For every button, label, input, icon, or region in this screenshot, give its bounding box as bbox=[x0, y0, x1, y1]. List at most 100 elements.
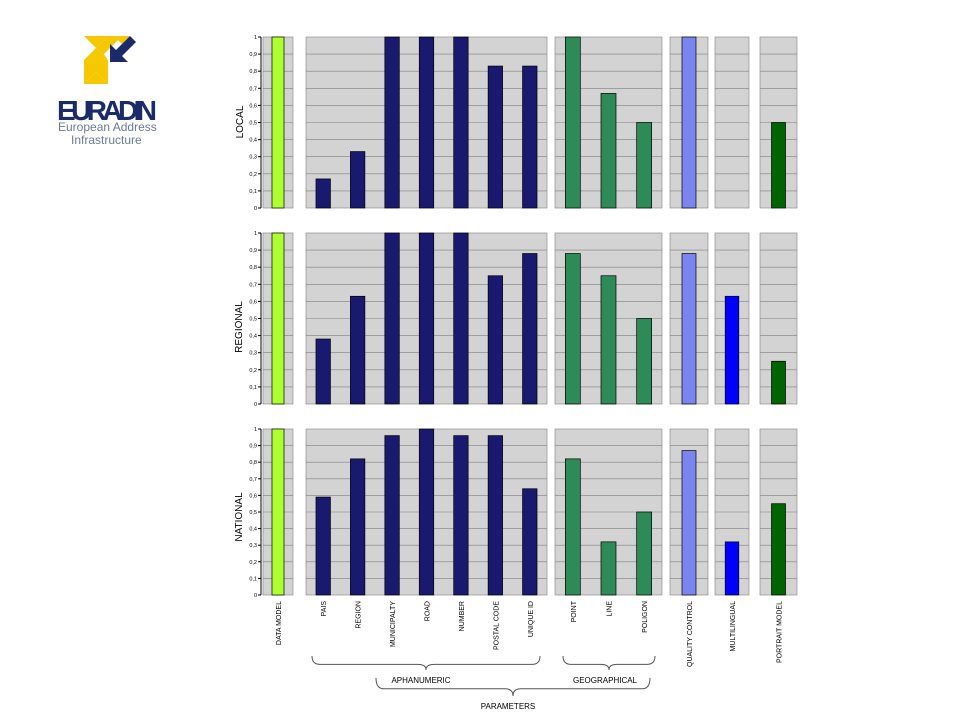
bar bbox=[724, 295, 740, 405]
bar bbox=[487, 435, 503, 596]
category-label: NUMBER bbox=[459, 601, 466, 631]
y-tick-label: 0,9 bbox=[249, 52, 257, 58]
bar bbox=[315, 178, 331, 209]
bar bbox=[522, 253, 538, 405]
row-label-regional: REGIONAL bbox=[234, 301, 245, 353]
bar bbox=[350, 295, 366, 405]
y-tick-label: 0,1 bbox=[249, 385, 257, 391]
row-label-local: LOCAL bbox=[235, 105, 246, 138]
bar bbox=[600, 93, 617, 209]
y-tick-label: 0,8 bbox=[249, 69, 257, 75]
y-tick-label: 0,7 bbox=[249, 86, 257, 92]
y-tick-label: 0,7 bbox=[249, 477, 257, 483]
bar bbox=[271, 232, 285, 405]
y-tick-label: 0,2 bbox=[249, 172, 257, 178]
logo-tagline-2: Infrastructure bbox=[71, 133, 142, 147]
y-tick-label: 0,1 bbox=[249, 189, 257, 195]
category-label: LINE bbox=[607, 601, 614, 617]
brace-label-aphanumeric: APHANUMERIC bbox=[391, 676, 450, 685]
bar bbox=[384, 36, 400, 209]
y-tick-label: 0,6 bbox=[249, 103, 257, 109]
bar bbox=[771, 503, 786, 596]
category-label: MULTILINGUAL bbox=[730, 601, 737, 652]
y-tick-label: 0,5 bbox=[249, 317, 257, 323]
y-tick-label: 0,5 bbox=[249, 510, 257, 516]
category-label: QUALITY CONTROL bbox=[687, 601, 694, 667]
bar bbox=[681, 36, 697, 209]
bar bbox=[681, 253, 697, 405]
bar bbox=[271, 36, 285, 209]
bar bbox=[600, 541, 617, 596]
brace-geographical bbox=[562, 655, 656, 671]
y-tick-label: 0,8 bbox=[249, 265, 257, 271]
y-tick-label: 0,7 bbox=[249, 282, 257, 288]
bar bbox=[522, 488, 538, 596]
category-label: UNIQUE ID bbox=[528, 601, 535, 637]
y-tick-label: 0 bbox=[254, 402, 257, 408]
logo-tagline-1: European Address bbox=[58, 120, 157, 134]
bar bbox=[564, 253, 581, 405]
bar bbox=[636, 318, 653, 405]
row-label-national: NATIONAL bbox=[234, 492, 245, 542]
bar bbox=[636, 122, 653, 209]
bar bbox=[600, 275, 617, 405]
bar bbox=[453, 232, 469, 405]
brace-aphanumeric bbox=[311, 655, 541, 671]
bar bbox=[350, 151, 366, 209]
bar bbox=[418, 36, 435, 209]
bar bbox=[271, 428, 285, 596]
bar bbox=[418, 232, 435, 405]
y-tick-label: 0,8 bbox=[249, 460, 257, 466]
bar bbox=[384, 232, 400, 405]
bar bbox=[681, 450, 697, 596]
bar bbox=[636, 511, 653, 596]
category-label: REGION bbox=[356, 601, 363, 629]
bar bbox=[522, 65, 538, 209]
y-tick-label: 1 bbox=[254, 427, 257, 433]
bar bbox=[418, 428, 435, 596]
bar bbox=[453, 435, 469, 596]
y-tick-label: 0,4 bbox=[249, 334, 257, 340]
y-tick-label: 0,1 bbox=[249, 576, 257, 582]
y-tick-label: 0,4 bbox=[249, 138, 257, 144]
category-label: MUNICIPALTY bbox=[390, 601, 397, 647]
logo-name: EURADIN bbox=[57, 95, 157, 126]
y-tick-label: 0,4 bbox=[249, 527, 257, 533]
bar bbox=[384, 435, 400, 596]
category-label: POSTAL CODE bbox=[493, 601, 500, 650]
bar bbox=[564, 36, 581, 209]
y-tick-label: 0,3 bbox=[249, 155, 257, 161]
y-tick-label: 0,5 bbox=[249, 121, 257, 127]
bar bbox=[564, 458, 581, 596]
bar bbox=[771, 360, 786, 405]
bar bbox=[771, 122, 786, 209]
y-tick-label: 1 bbox=[254, 231, 257, 237]
category-label: ROAD bbox=[425, 601, 432, 621]
bar bbox=[350, 458, 366, 596]
y-tick-label: 0,3 bbox=[249, 543, 257, 549]
category-label: POLIGON bbox=[642, 601, 649, 633]
y-tick-label: 0 bbox=[254, 593, 257, 599]
y-tick-label: 0,3 bbox=[249, 351, 257, 357]
category-label: DATA MODEL bbox=[276, 601, 283, 645]
brace-parameters bbox=[375, 677, 651, 697]
bar bbox=[453, 36, 469, 209]
y-tick-label: 0,2 bbox=[249, 368, 257, 374]
category-label: PAIS bbox=[321, 601, 328, 617]
category-label: POINT bbox=[571, 600, 578, 622]
bar bbox=[487, 65, 503, 209]
bar bbox=[724, 541, 740, 596]
y-tick-label: 0,2 bbox=[249, 560, 257, 566]
y-tick-label: 0,6 bbox=[249, 299, 257, 305]
brace-label-geographical: GEOGRAPHICAL bbox=[573, 676, 638, 685]
y-tick-label: 0,6 bbox=[249, 493, 257, 499]
y-tick-label: 0,9 bbox=[249, 444, 257, 450]
y-tick-label: 1 bbox=[254, 35, 257, 41]
y-tick-label: 0,9 bbox=[249, 248, 257, 254]
bar bbox=[487, 275, 503, 405]
brace-label-parameters: PARAMETERS bbox=[481, 702, 536, 711]
category-label: PORTRAIT MODEL bbox=[777, 601, 784, 663]
